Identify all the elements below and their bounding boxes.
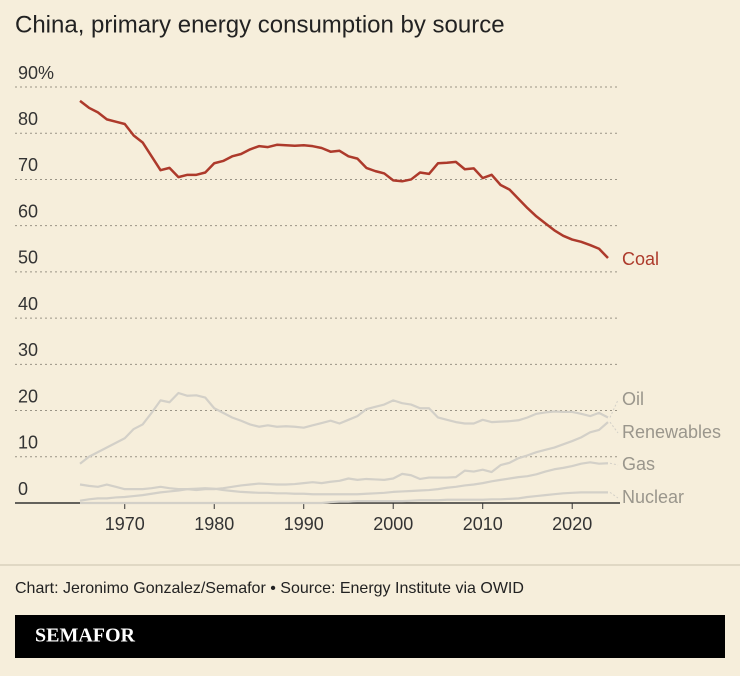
x-tick-label: 2020 — [552, 514, 592, 534]
x-tick-label: 2000 — [373, 514, 413, 534]
y-tick-label: 60 — [18, 201, 38, 221]
brand-bar — [15, 615, 725, 658]
series-label: Gas — [622, 454, 655, 474]
label-leader — [609, 399, 619, 418]
series-line — [79, 461, 609, 502]
chart-title: China, primary energy consumption by sou… — [15, 11, 505, 38]
series-line — [79, 99, 609, 259]
y-tick-label: 70 — [18, 155, 38, 175]
source-note: Chart: Jeronimo Gonzalez/Semafor • Sourc… — [15, 580, 524, 597]
series-line — [79, 421, 609, 492]
series-line — [80, 491, 608, 505]
series-label: Renewables — [622, 422, 721, 442]
y-tick-label: 80 — [18, 109, 38, 129]
y-tick-label: 40 — [18, 294, 38, 314]
label-leader — [609, 462, 619, 466]
y-tick-label: 20 — [18, 386, 38, 406]
series-label: Nuclear — [622, 487, 684, 507]
label-leader — [609, 491, 619, 499]
y-tick-label: 30 — [18, 340, 38, 360]
y-tick-label: 90% — [18, 63, 54, 83]
y-tick-label: 50 — [18, 248, 38, 268]
series-label: Coal — [622, 249, 659, 269]
series-label: Oil — [622, 389, 644, 409]
y-tick-label: 0 — [18, 479, 28, 499]
series-line — [79, 391, 609, 465]
y-tick-label: 10 — [18, 433, 38, 453]
x-tick-label: 1970 — [105, 514, 145, 534]
x-tick-label: 1990 — [284, 514, 324, 534]
x-tick-label: 2010 — [463, 514, 503, 534]
brand: SEMAFOR — [35, 625, 136, 647]
x-tick-label: 1980 — [194, 514, 234, 534]
